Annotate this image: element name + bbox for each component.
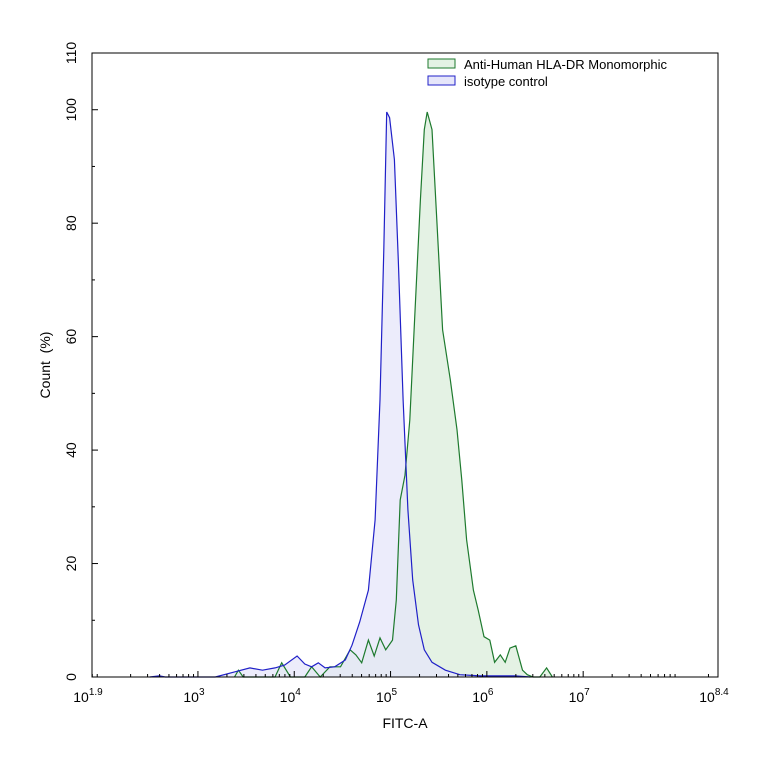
x-tick-label: 107 [569,687,591,705]
legend-swatch-hla-dr [427,58,456,69]
x-tick-label: 103 [183,687,205,705]
x-tick-label: 101.9 [73,687,103,705]
x-tick-label: 104 [280,687,302,705]
x-tick-label: 106 [472,687,494,705]
legend-label-isotype: isotype control [464,74,548,89]
y-tick-label: 80 [63,215,79,231]
series-line-1 [149,111,531,678]
plot-area [149,111,553,678]
x-axis: 101.9 103 104 105 106 107 108.4 [73,671,729,705]
y-axis-label: Count (%) [37,332,53,399]
plot-frame [91,52,719,678]
x-tick-label: 108.4 [699,687,729,705]
legend-swatch-isotype [427,75,456,86]
y-tick-label: 40 [63,442,79,458]
legend-label-hla-dr: Anti-Human HLA-DR Monomorphic [464,57,668,72]
y-tick-label: 0 [63,673,79,681]
x-axis-label: FITC-A [382,715,428,731]
y-tick-label: 100 [63,98,79,122]
y-tick-label: 110 [63,42,79,65]
y-axis: 0 20 40 60 80 100 110 [63,42,98,681]
x-tick-label: 105 [376,687,398,705]
y-tick-label: 20 [63,556,79,572]
y-tick-label: 60 [63,329,79,345]
legend: Anti-Human HLA-DR Monomorphic isotype co… [427,57,668,89]
